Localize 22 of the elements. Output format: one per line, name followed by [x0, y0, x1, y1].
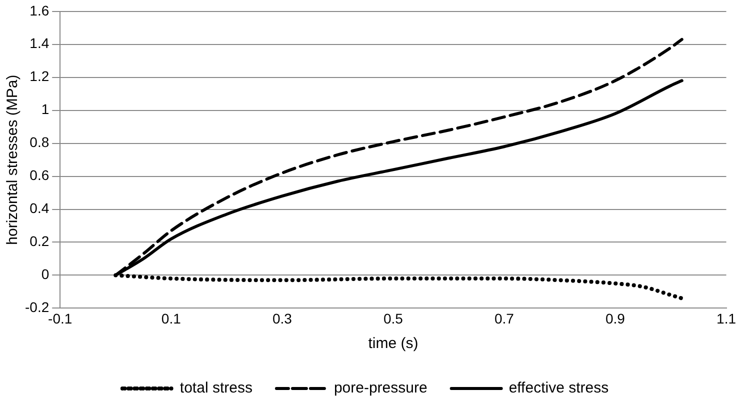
x-tick-label: 1.1 [716, 310, 736, 326]
y-tick-label: 1.6 [30, 2, 50, 18]
x-tick-label: 0.3 [272, 310, 292, 326]
x-tick-label: 0.7 [494, 310, 514, 326]
y-tick-label: 0.6 [30, 167, 50, 184]
x-axis-title: time (s) [368, 335, 418, 352]
x-tick-label: 0.5 [383, 310, 404, 326]
y-tick-label: 0.2 [30, 233, 50, 250]
y-tick-label: 0.4 [30, 200, 50, 216]
legend-label: total stress [180, 380, 252, 397]
y-tick-label: -0.2 [25, 299, 50, 316]
legend-label: effective stress [508, 380, 609, 397]
x-tick-label: 0.1 [161, 310, 182, 326]
x-tick-label: -0.1 [48, 310, 72, 326]
y-tick-label: 1 [41, 101, 50, 118]
x-tick-label: 0.9 [606, 310, 626, 326]
y-tick-label: 0.8 [30, 134, 50, 150]
y-tick-label: 1.2 [30, 68, 50, 84]
legend-label: pore-pressure [334, 380, 428, 397]
y-tick-label: 1.4 [30, 35, 50, 52]
y-axis-title: horizontal stresses (MPa) [4, 74, 22, 245]
y-tick-label: 0 [41, 266, 50, 282]
